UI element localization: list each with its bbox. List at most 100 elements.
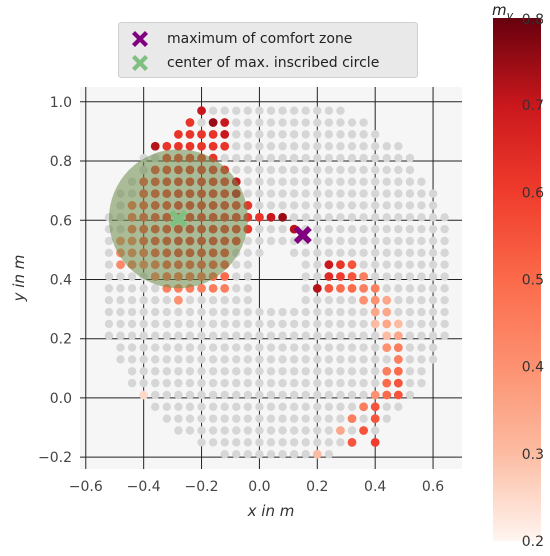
background-point bbox=[162, 319, 172, 329]
colored-point bbox=[370, 295, 380, 305]
background-point bbox=[440, 213, 449, 222]
background-point bbox=[405, 272, 415, 281]
background-point bbox=[255, 106, 264, 115]
background-point bbox=[127, 307, 137, 317]
background-point bbox=[347, 343, 357, 352]
background-point bbox=[370, 165, 380, 175]
background-point bbox=[394, 260, 403, 269]
background-point bbox=[266, 390, 276, 400]
background-point bbox=[394, 272, 403, 281]
background-point bbox=[127, 367, 137, 376]
background-point bbox=[313, 390, 322, 400]
background-point bbox=[255, 142, 264, 151]
colored-point bbox=[370, 414, 380, 424]
background-point bbox=[220, 426, 229, 435]
background-point bbox=[243, 449, 253, 459]
background-point bbox=[139, 319, 148, 329]
background-point bbox=[417, 307, 426, 317]
background-point bbox=[289, 130, 299, 139]
background-point bbox=[313, 236, 322, 246]
colored-point bbox=[208, 141, 218, 151]
background-point bbox=[255, 177, 264, 186]
background-point bbox=[289, 355, 299, 364]
background-point bbox=[151, 296, 160, 305]
background-point bbox=[289, 153, 299, 163]
background-point bbox=[220, 307, 229, 317]
colored-point bbox=[347, 260, 357, 270]
background-point bbox=[301, 165, 310, 175]
background-point bbox=[370, 224, 380, 234]
background-point bbox=[174, 343, 183, 352]
background-point bbox=[313, 296, 322, 305]
background-point bbox=[405, 213, 415, 222]
background-point bbox=[301, 189, 310, 198]
background-point bbox=[301, 153, 310, 163]
background-point bbox=[347, 165, 357, 175]
colored-point bbox=[370, 437, 380, 447]
background-point bbox=[301, 272, 310, 281]
background-point bbox=[336, 106, 345, 115]
background-point bbox=[255, 118, 264, 127]
background-point bbox=[185, 402, 195, 412]
background-point bbox=[266, 414, 276, 423]
background-point bbox=[185, 367, 195, 376]
background-point bbox=[324, 414, 334, 423]
colored-point bbox=[382, 319, 392, 329]
background-point bbox=[243, 296, 253, 305]
background-point bbox=[127, 296, 137, 305]
background-point bbox=[116, 331, 125, 340]
background-point bbox=[324, 307, 334, 317]
background-point bbox=[301, 248, 310, 258]
background-point bbox=[347, 319, 357, 329]
background-point bbox=[370, 142, 380, 151]
background-point bbox=[104, 307, 114, 317]
background-point bbox=[185, 426, 195, 435]
background-point bbox=[417, 177, 426, 186]
background-point bbox=[370, 177, 380, 186]
background-point bbox=[243, 272, 253, 281]
background-point bbox=[243, 402, 253, 412]
legend-label-center: center of max. inscribed circle bbox=[167, 55, 380, 71]
colored-point bbox=[359, 426, 369, 435]
background-point bbox=[394, 213, 403, 222]
background-point bbox=[301, 307, 310, 317]
colored-point bbox=[370, 307, 380, 317]
background-point bbox=[266, 426, 276, 435]
background-point bbox=[417, 296, 426, 305]
background-point bbox=[440, 307, 449, 317]
background-point bbox=[104, 284, 114, 293]
colored-point bbox=[347, 414, 357, 424]
background-point bbox=[440, 236, 449, 246]
background-point bbox=[405, 343, 415, 352]
background-point bbox=[197, 367, 206, 376]
background-point bbox=[313, 331, 322, 340]
background-point bbox=[428, 343, 438, 352]
colored-point bbox=[359, 283, 369, 293]
background-point bbox=[116, 307, 125, 317]
y-tick-label: 0.6 bbox=[50, 213, 72, 229]
background-point bbox=[336, 248, 345, 258]
background-point bbox=[127, 319, 137, 329]
colorbar-tick-label: 0.4 bbox=[522, 360, 544, 376]
background-point bbox=[151, 367, 160, 376]
background-point bbox=[394, 236, 403, 246]
background-point bbox=[232, 390, 241, 400]
background-point bbox=[174, 367, 183, 376]
background-point bbox=[382, 177, 391, 186]
colored-point bbox=[347, 283, 357, 293]
colorbar-tick-label: 0.6 bbox=[522, 185, 544, 201]
background-point bbox=[174, 319, 183, 329]
background-point bbox=[336, 177, 345, 186]
background-point bbox=[301, 378, 310, 388]
background-point bbox=[347, 142, 357, 151]
background-point bbox=[313, 177, 322, 186]
background-point bbox=[394, 189, 403, 198]
background-point bbox=[382, 165, 391, 175]
background-point bbox=[127, 378, 137, 388]
background-point bbox=[405, 260, 415, 269]
background-point bbox=[278, 130, 287, 139]
background-point bbox=[324, 402, 334, 412]
background-point bbox=[174, 414, 183, 423]
background-point bbox=[417, 236, 426, 246]
background-point bbox=[232, 165, 241, 175]
